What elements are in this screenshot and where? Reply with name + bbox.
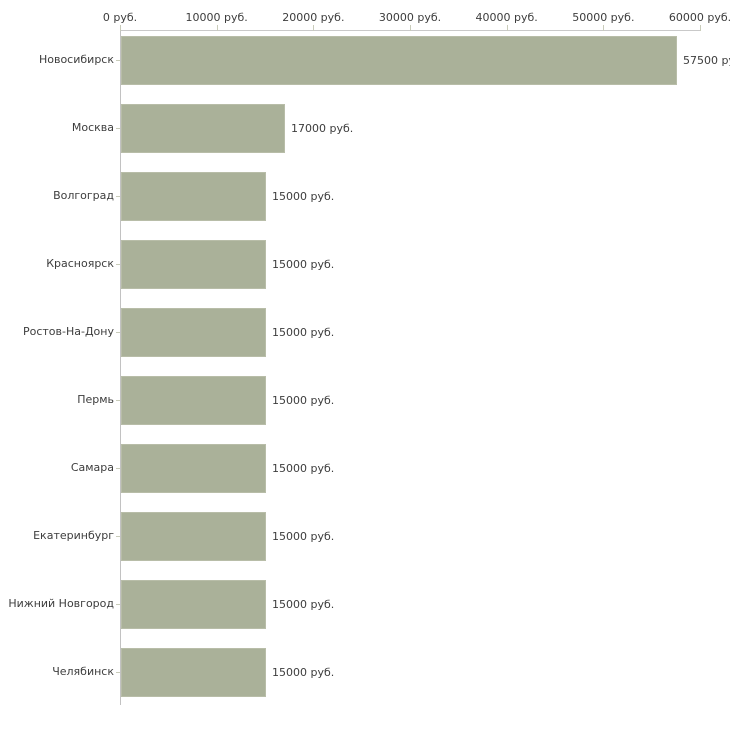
x-axis-tick-label: 50000 руб.: [572, 11, 635, 24]
y-axis-tick-mark: [116, 399, 120, 401]
x-axis-tick-mark: [603, 25, 605, 31]
category-label: Ростов-На-Дону: [22, 324, 114, 338]
bar-Новосибирск: [121, 36, 677, 85]
category-label: Волгоград: [53, 188, 114, 202]
bar-Нижний Новгород: [121, 580, 266, 629]
category-label: Новосибирск: [38, 52, 114, 66]
bar-value-label: 15000 руб.: [272, 597, 335, 611]
category-label: Челябинск: [52, 664, 114, 678]
bar-value-label: 57500 руб.: [683, 53, 730, 67]
plot-area: 57500 руб. 17000 руб. 15000 руб. 15000 руб.…: [120, 25, 730, 705]
bar-value-label: 15000 руб.: [272, 665, 335, 679]
bar-value-label: 15000 руб.: [272, 325, 335, 339]
x-axis-tick-label: 20000 руб.: [282, 11, 345, 24]
bar-Красноярск: [121, 240, 266, 289]
bar-value-label: 15000 руб.: [272, 529, 335, 543]
y-axis-tick-mark: [116, 603, 120, 605]
x-axis-tick-mark: [216, 25, 218, 31]
x-axis-tick-label: 0 руб.: [102, 11, 138, 24]
x-axis-tick-mark: [313, 25, 315, 31]
y-axis-tick-mark: [116, 59, 120, 61]
bar-value-label: 15000 руб.: [272, 257, 335, 271]
category-label: Красноярск: [46, 256, 114, 270]
y-axis-tick-mark: [116, 195, 120, 197]
x-axis-tick-mark: [506, 25, 508, 31]
category-label: Екатеринбург: [33, 528, 114, 542]
x-axis-tick-label: 40000 руб.: [475, 11, 538, 24]
category-label: Москва: [71, 120, 114, 134]
bar-Челябинск: [121, 648, 266, 697]
x-axis-tick-mark: [410, 25, 411, 31]
x-axis-tick-label: 60000 руб.: [668, 11, 730, 24]
y-axis-tick-mark: [116, 535, 120, 537]
bar-Москва: [121, 104, 285, 153]
category-label: Пермь: [77, 392, 114, 406]
bar-value-label: 15000 руб.: [272, 393, 335, 407]
bar-value-label: 15000 руб.: [272, 189, 335, 203]
y-axis-tick-mark: [116, 263, 120, 265]
category-label: Самара: [70, 460, 114, 474]
bar-Пермь: [121, 376, 266, 425]
y-axis-tick-mark: [116, 331, 120, 333]
bar-value-label: 15000 руб.: [272, 461, 335, 475]
category-label: Нижний Новгород: [8, 596, 114, 610]
bar-Волгоград: [121, 172, 266, 221]
y-axis-tick-mark: [116, 127, 120, 129]
bar-value-label: 17000 руб.: [291, 121, 354, 135]
x-axis-tick-mark: [700, 25, 701, 31]
y-axis-tick-mark: [116, 671, 120, 673]
bar-Самара: [121, 444, 266, 493]
y-axis-tick-mark: [116, 467, 120, 469]
x-axis-tick-label: 10000 руб.: [185, 11, 248, 24]
x-axis-tick-mark: [120, 25, 121, 31]
x-axis-tick-label: 30000 руб.: [378, 11, 442, 24]
bar-Екатеринбург: [121, 512, 266, 561]
bar-Ростов-На-Дону: [121, 308, 266, 357]
